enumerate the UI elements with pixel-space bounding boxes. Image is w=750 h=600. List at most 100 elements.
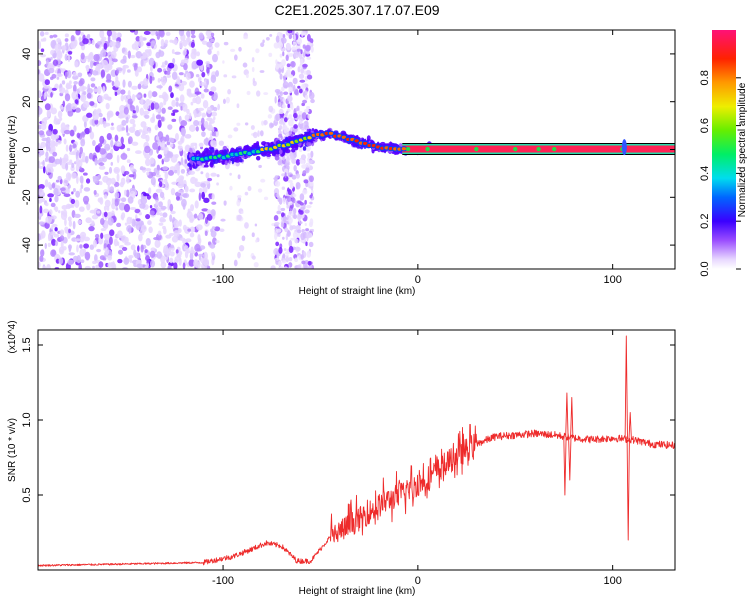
heatmap-cell <box>149 58 155 66</box>
heatmap-cell <box>52 152 57 157</box>
heatmap-cell <box>176 249 179 253</box>
heatmap-cell <box>64 193 71 197</box>
heatmap-cell <box>58 118 61 123</box>
heatmap-cell <box>121 197 126 202</box>
heatmap-cell <box>282 51 284 56</box>
heatmap-cell <box>150 260 155 268</box>
heatmap-cell <box>43 37 46 41</box>
heatmap-cell <box>133 110 136 113</box>
heatmap-cell <box>140 108 145 116</box>
heatmap-cell <box>185 186 188 191</box>
heatmap-cell <box>52 249 56 255</box>
heatmap-cell <box>71 199 75 204</box>
heatmap-cell <box>166 250 169 257</box>
heatmap-cell <box>86 178 90 183</box>
snr-x-label: Height of straight line (km) <box>299 586 416 597</box>
heatmap-cell <box>127 159 131 163</box>
heatmap-cell <box>128 81 132 88</box>
heatmap-cell <box>145 158 151 166</box>
y-tick-label: 1.0 <box>21 412 33 427</box>
heatmap-cell <box>247 91 251 95</box>
heatmap-cell <box>297 230 301 234</box>
heatmap-cell <box>121 153 128 160</box>
heatmap-cell <box>305 242 307 247</box>
heatmap-cell <box>98 261 103 268</box>
heatmap-cell <box>286 138 289 142</box>
heatmap-cell <box>156 114 161 119</box>
heatmap-cell <box>180 62 184 66</box>
heatmap-cell <box>132 94 135 102</box>
heatmap-cell <box>286 256 289 262</box>
heatmap-cell <box>274 233 277 240</box>
heatmap-cell <box>121 120 126 126</box>
heatmap-cell <box>283 253 286 258</box>
heatmap-cell <box>310 99 315 103</box>
heatmap-cell <box>204 151 208 155</box>
heatmap-cell <box>150 205 152 208</box>
heatmap-cell <box>181 157 184 165</box>
heatmap-cell <box>158 231 162 236</box>
heatmap-cell <box>305 223 307 226</box>
heatmap-cell <box>156 251 162 259</box>
heatmap-cell <box>103 234 109 239</box>
heatmap-cell <box>205 231 208 236</box>
heatmap-cell <box>147 258 150 263</box>
heatmap-cell <box>292 175 297 180</box>
heatmap-cell <box>39 130 45 135</box>
heatmap-cell <box>174 52 181 55</box>
ridge-spike <box>622 139 627 155</box>
heatmap-cell <box>282 237 285 240</box>
heatmap-cell <box>198 78 201 83</box>
heatmap-cell <box>107 112 113 116</box>
heatmap-cell <box>308 261 312 266</box>
x-tick-label: -100 <box>212 575 234 587</box>
heatmap-cell <box>51 203 56 207</box>
heatmap-cell <box>199 82 205 87</box>
heatmap-cell <box>45 243 47 249</box>
heatmap-cell <box>297 106 300 110</box>
heatmap-cell <box>140 244 143 252</box>
heatmap-cell <box>236 123 240 126</box>
heatmap-cell <box>291 46 296 50</box>
heatmap-cell <box>252 232 255 237</box>
ridge-mark <box>425 147 429 151</box>
heatmap-cell <box>52 53 56 58</box>
heatmap-cell <box>79 152 82 159</box>
heatmap-cell <box>99 166 105 170</box>
heatmap-cell <box>139 129 143 132</box>
heatmap-cell <box>185 159 187 164</box>
heatmap-cell <box>76 158 80 165</box>
heatmap-cell <box>302 100 307 104</box>
heatmap-cell <box>140 197 147 204</box>
heatmap-cell <box>90 77 95 81</box>
heatmap-cell <box>234 260 238 267</box>
heatmap-cell <box>198 213 203 220</box>
heatmap-cell <box>127 95 130 99</box>
heatmap-cell <box>40 249 44 256</box>
heatmap-cell <box>175 133 179 141</box>
heatmap-cell <box>216 131 219 136</box>
heatmap-cell <box>117 241 119 246</box>
heatmap-cell <box>293 113 298 118</box>
heatmap-cell <box>255 48 259 53</box>
heatmap-cell <box>220 219 225 222</box>
heatmap-cell <box>100 218 104 225</box>
heatmap-cell <box>124 190 127 196</box>
heatmap-cell <box>275 175 279 179</box>
heatmap-cell <box>268 114 272 119</box>
heatmap-cell <box>212 127 214 132</box>
heatmap-cell <box>53 34 58 37</box>
heatmap-cell <box>162 62 164 68</box>
heatmap-cell <box>299 160 305 163</box>
heatmap-cell <box>39 206 42 214</box>
heatmap-cell <box>73 81 78 85</box>
heatmap-cell <box>132 142 139 146</box>
heatmap-cell <box>73 221 76 229</box>
y-tick-label: 20 <box>21 96 33 108</box>
heatmap-cell <box>104 43 108 50</box>
heatmap-cell <box>251 125 255 130</box>
heatmap-cell <box>140 56 146 60</box>
heatmap-cell <box>309 159 313 164</box>
heatmap-cell <box>127 148 130 151</box>
heatmap-cell <box>299 80 305 83</box>
